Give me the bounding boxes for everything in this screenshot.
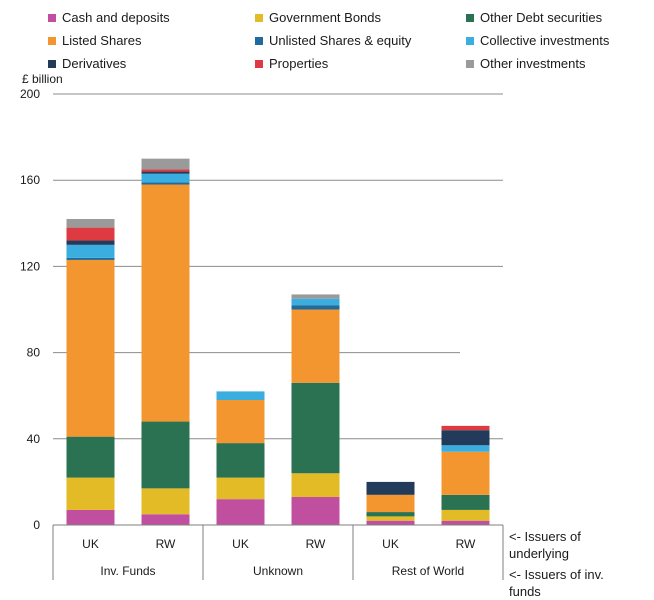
x-group-label: Inv. Funds xyxy=(100,564,155,578)
x-category-label: RW xyxy=(456,537,476,551)
bar-segment xyxy=(141,514,190,525)
bar-segment xyxy=(441,494,490,510)
bar-segment xyxy=(366,494,415,513)
bar-segment xyxy=(66,218,115,228)
legend-label: Other Debt securities xyxy=(480,10,603,25)
bars xyxy=(66,158,490,525)
legend-swatch xyxy=(466,36,474,45)
bar-segment xyxy=(216,499,265,525)
y-tick-label: 80 xyxy=(27,346,41,360)
legend-label: Cash and deposits xyxy=(62,10,170,25)
bar-segment xyxy=(366,512,415,517)
legend-item: Cash and deposits xyxy=(48,10,170,25)
bar-segment xyxy=(66,227,115,241)
legend-item: Listed Shares xyxy=(48,33,142,48)
bar-segment xyxy=(366,481,415,495)
bar-segment xyxy=(141,184,190,422)
y-tick-label: 160 xyxy=(20,173,40,187)
y-tick-label: 40 xyxy=(27,432,41,446)
bar-segment xyxy=(141,488,190,515)
annotation-underlying: <- Issuers of underlying xyxy=(509,529,581,561)
legend-swatch xyxy=(48,13,56,22)
x-category-label: UK xyxy=(382,537,399,551)
bar-segment xyxy=(66,244,115,258)
bar-segment xyxy=(141,169,190,172)
legend-label: Government Bonds xyxy=(269,10,382,25)
legend-swatch xyxy=(255,13,263,22)
x-category-label: RW xyxy=(156,537,176,551)
x-category-label: RW xyxy=(306,537,326,551)
x-category-label: UK xyxy=(82,537,99,551)
legend-label: Unlisted Shares & equity xyxy=(269,33,412,48)
bar-segment xyxy=(291,473,340,497)
bar-segment xyxy=(141,182,190,185)
bar-segment xyxy=(66,257,115,260)
x-category-label: UK xyxy=(232,537,249,551)
bar-segment xyxy=(441,430,490,446)
bar-segment xyxy=(441,520,490,525)
x-group-label: Unknown xyxy=(253,564,303,578)
gridlines xyxy=(53,93,503,440)
bar-segment xyxy=(216,477,265,500)
bar-segment xyxy=(291,382,340,474)
legend-swatch xyxy=(466,59,474,68)
y-tick-label: 200 xyxy=(20,87,40,101)
legend-item: Collective investments xyxy=(466,33,609,48)
bar-segment xyxy=(441,445,490,452)
legend-item: Unlisted Shares & equity xyxy=(255,33,411,48)
legend-label: Properties xyxy=(269,56,329,71)
bar-segment xyxy=(66,477,115,510)
annotation-inv-funds: <- Issuers of inv. funds xyxy=(509,567,604,599)
legend-label: Listed Shares xyxy=(62,33,142,48)
bar-segment xyxy=(291,298,340,306)
bar-segment xyxy=(291,294,340,299)
legend-swatch xyxy=(466,13,474,22)
bar-segment xyxy=(66,509,115,525)
y-axis-label: £ billion xyxy=(22,72,63,86)
y-tick-label: 120 xyxy=(20,259,40,273)
bar-segment xyxy=(366,516,415,521)
x-group-label: Rest of World xyxy=(392,564,464,578)
bar-segment xyxy=(291,496,340,525)
legend-swatch xyxy=(48,36,56,45)
legend-item: Other Debt securities xyxy=(466,10,602,25)
bar-segment xyxy=(291,309,340,383)
bar-segment xyxy=(441,425,490,431)
bar-segment xyxy=(141,171,190,174)
bar-segment xyxy=(66,259,115,437)
bar-segment xyxy=(141,173,190,183)
bar-segment xyxy=(366,520,415,525)
bar-segment xyxy=(441,509,490,521)
bar-segment xyxy=(216,391,265,401)
bar-segment xyxy=(66,436,115,478)
legend-label: Derivatives xyxy=(62,56,127,71)
y-tick-label: 0 xyxy=(33,518,40,532)
bar-segment xyxy=(66,240,115,245)
bar-segment xyxy=(141,421,190,489)
legend-swatch xyxy=(255,36,263,45)
legend-swatch xyxy=(255,59,263,68)
bar-segment xyxy=(216,443,265,478)
legend-label: Other investments xyxy=(480,56,586,71)
bar-segment xyxy=(141,158,190,170)
legend-label: Collective investments xyxy=(480,33,610,48)
legend-item: Government Bonds xyxy=(255,10,381,25)
bar-segment xyxy=(441,451,490,495)
legend-item: Properties xyxy=(255,56,328,71)
legend-swatch xyxy=(48,59,56,68)
legend: Cash and deposits Government Bonds Other D… xyxy=(0,0,654,78)
legend-item: Derivatives xyxy=(48,56,126,71)
bar-segment xyxy=(291,305,340,310)
legend-item: Other investments xyxy=(466,56,586,71)
bar-segment xyxy=(216,400,265,444)
